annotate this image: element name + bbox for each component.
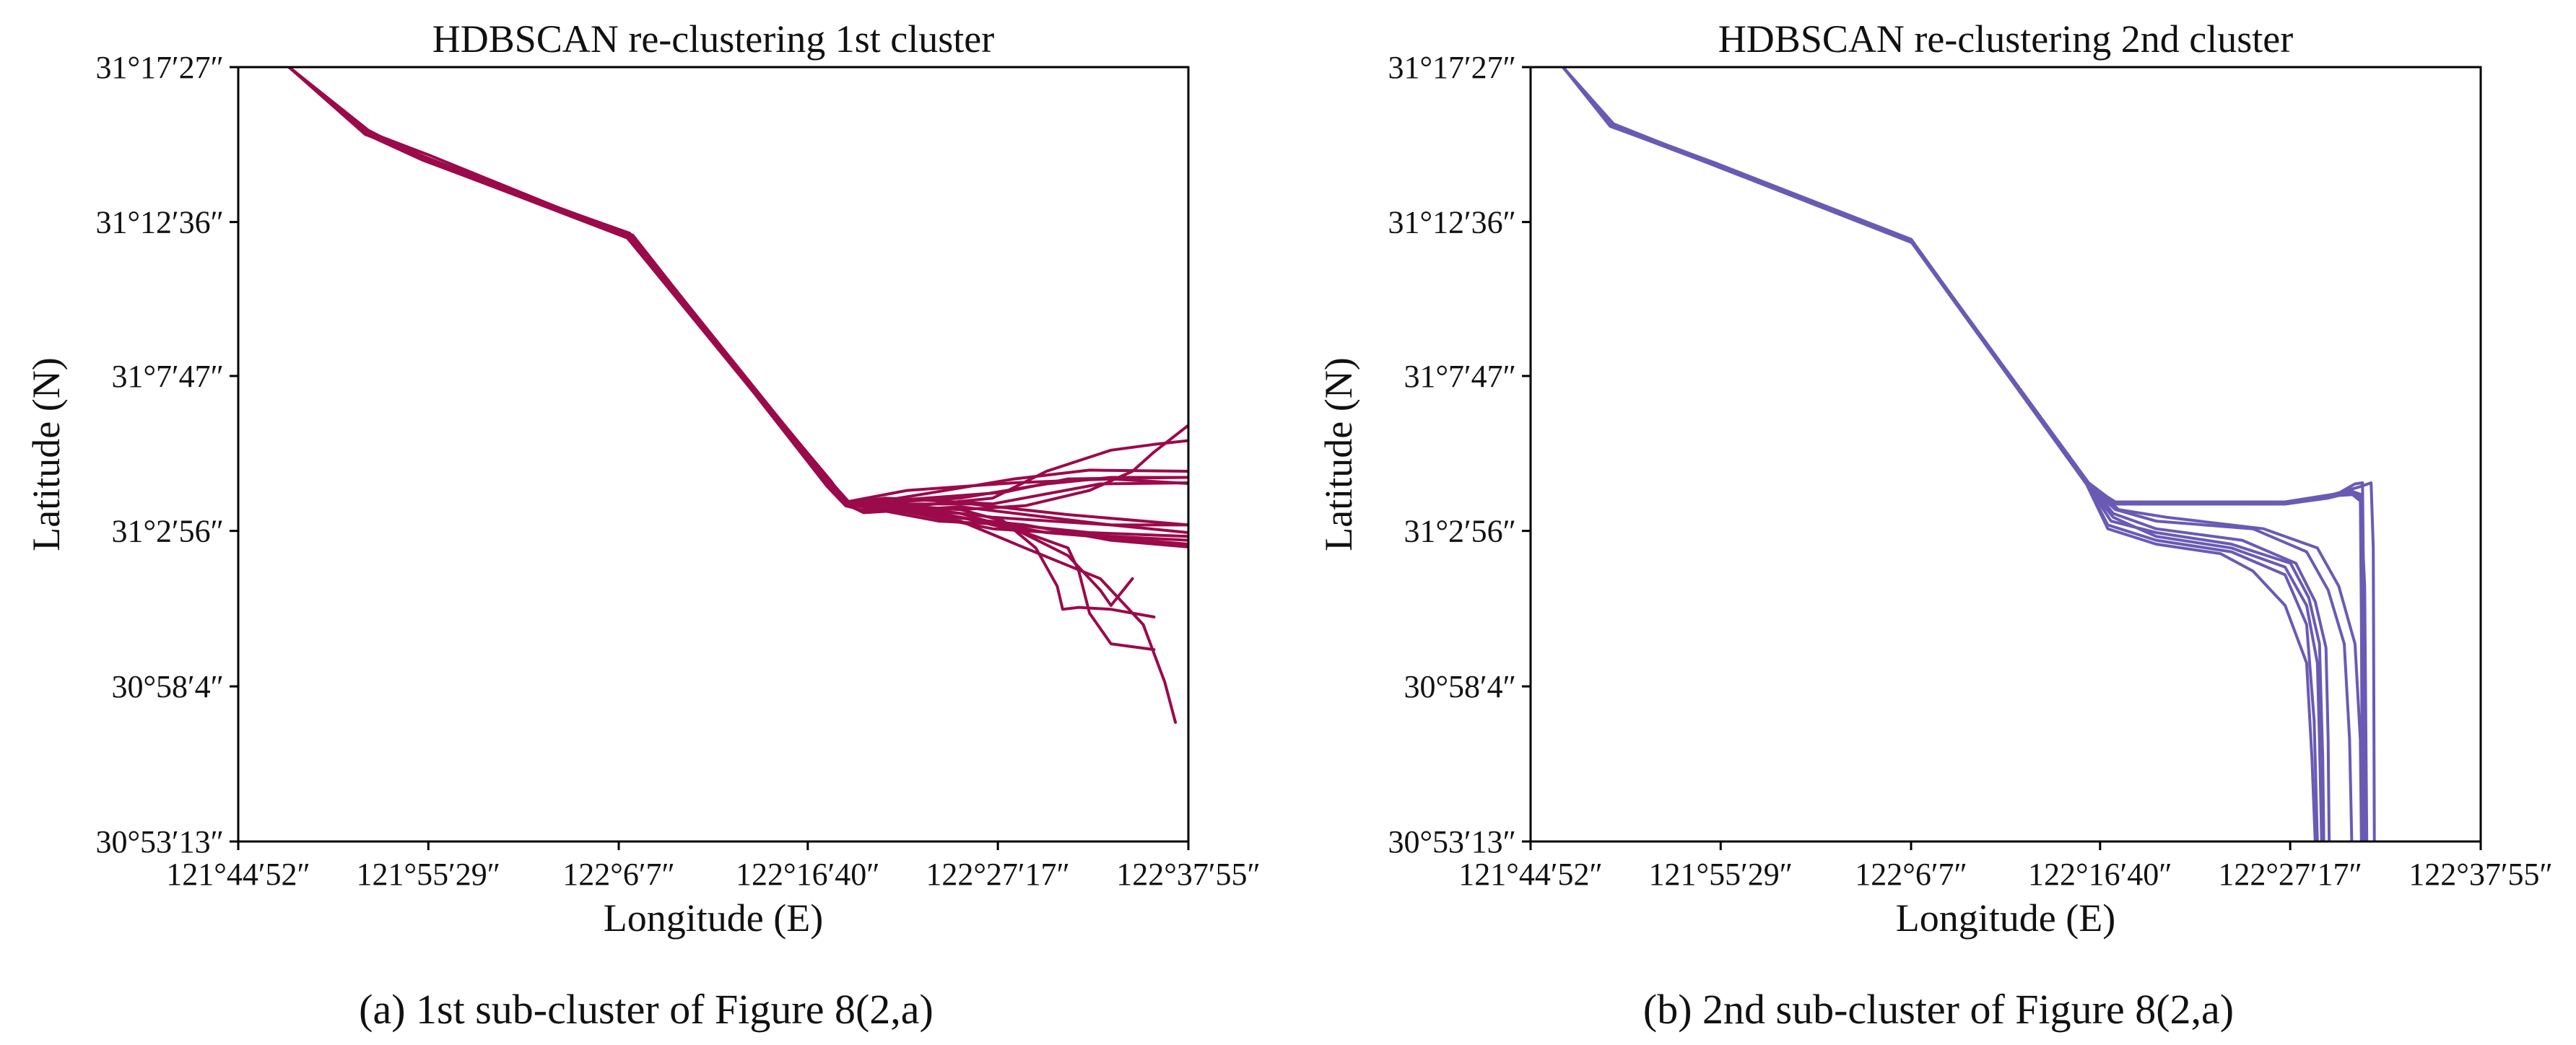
series-line-2 (1561, 67, 2364, 841)
series-line-8 (287, 67, 1188, 506)
y-tick-label: 31°7′47″ (111, 359, 224, 394)
x-tick-label: 122°16′40″ (2028, 857, 2172, 892)
series-line-6 (1561, 67, 2367, 841)
track-group (287, 67, 1188, 724)
plot-frame (1529, 66, 2482, 843)
series-line-5 (1561, 67, 2376, 841)
y-tick-label: 31°2′56″ (1404, 514, 1516, 549)
series-line-1 (287, 67, 1188, 527)
series-line-4 (1561, 67, 2365, 841)
x-tick-label: 122°37′55″ (2409, 857, 2553, 892)
y-axis-label: Latitude (N) (1317, 357, 1360, 551)
series-line-1 (1561, 67, 2369, 841)
x-tick-label: 122°27′17″ (926, 857, 1070, 892)
series-line-3 (1561, 67, 2367, 841)
y-tick-label: 31°17′27″ (95, 50, 224, 85)
x-tick-label: 122°16′40″ (736, 857, 880, 892)
y-axis-label: Latitude (N) (25, 357, 68, 551)
y-tick-label: 30°58′4″ (1404, 669, 1516, 704)
y-tick-label: 30°58′4″ (111, 669, 224, 704)
y-tick-label: 30°53′13″ (1388, 824, 1516, 860)
series-line-12 (1561, 67, 2363, 841)
x-axis-label: Longitude (E) (1896, 896, 2115, 940)
chart-panel-1: 121°44′52″ 121°55′29″ 122°6′7″ 122°16′40″ 12… (25, 17, 1261, 940)
x-tick-label: 121°44′52″ (166, 857, 310, 892)
x-axis-label: Longitude (E) (604, 896, 823, 940)
y-tick-label: 30°53′13″ (95, 824, 224, 860)
series-line-8 (1561, 67, 2325, 841)
series-line-11 (1561, 67, 2354, 841)
y-tick-label: 31°17′27″ (1388, 50, 1516, 85)
series-line-2 (287, 67, 1188, 527)
x-tick-label: 122°6′7″ (562, 857, 675, 892)
series-line-13 (287, 67, 1188, 507)
caption-b: (b) 2nd sub-cluster of Figure 8(2,a) (1643, 986, 2234, 1033)
series-line-11 (287, 67, 1188, 538)
x-tick-label: 122°27′17″ (2218, 857, 2362, 892)
x-tick-label: 121°44′52″ (1458, 857, 1603, 892)
x-tick-label: 122°6′7″ (1855, 857, 1967, 892)
track-group (1561, 67, 2376, 841)
series-line-10 (1561, 67, 2319, 841)
series-line-10 (287, 67, 1188, 504)
series-line-9 (287, 67, 1188, 506)
y-tick-label: 31°7′47″ (1404, 359, 1516, 394)
series-line-3 (287, 67, 1188, 546)
series-line-13 (1561, 67, 2317, 841)
x-tick-label: 121°55′29″ (1649, 857, 1793, 892)
series-line-7 (1561, 67, 2323, 841)
series-line-9 (1561, 67, 2331, 841)
series-line-14 (287, 67, 1188, 512)
series-line-18 (287, 67, 1134, 607)
y-tick-label: 31°12′36″ (1388, 205, 1516, 240)
series-line-7 (287, 67, 1188, 504)
y-tick-label: 31°2′56″ (111, 514, 224, 549)
x-tick-label: 121°55′29″ (357, 857, 501, 892)
chart-panel-2: 121°44′52″ 121°55′29″ 122°6′7″ 122°16′40″ 12… (1317, 17, 2553, 940)
caption-a: (a) 1st sub-cluster of Figure 8(2,a) (359, 986, 934, 1033)
chart-title: HDBSCAN re-clustering 1st cluster (432, 17, 994, 61)
series-line-5 (287, 67, 1188, 534)
series-line-17 (287, 67, 1178, 724)
series-line-6 (287, 67, 1188, 506)
x-tick-label: 122°37′55″ (1116, 857, 1261, 892)
y-tick-label: 31°12′36″ (95, 205, 224, 240)
chart-title: HDBSCAN re-clustering 2nd cluster (1718, 17, 2293, 61)
plot-frame (237, 66, 1190, 843)
